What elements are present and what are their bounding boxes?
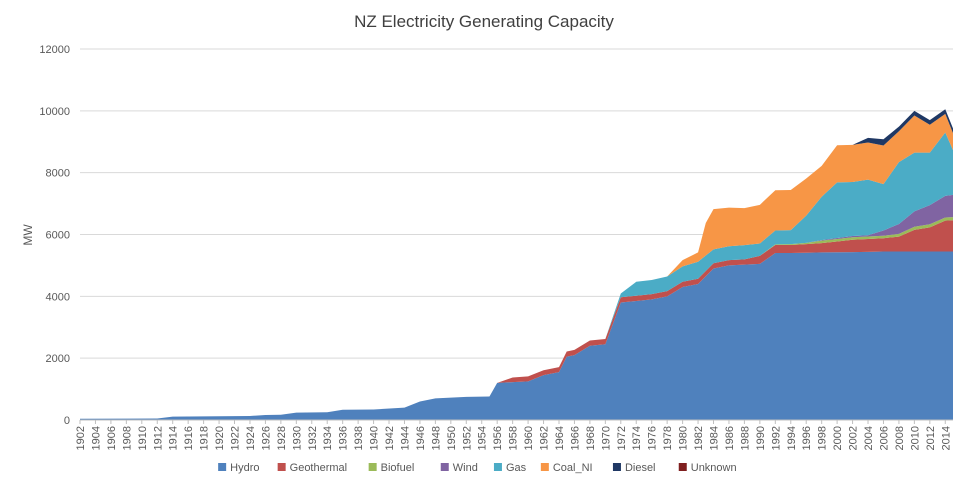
x-tick-label: 1902 (75, 426, 87, 450)
y-axis-title: MW (21, 224, 35, 246)
x-tick-label: 2012 (925, 426, 937, 450)
y-tick-label: 10000 (39, 106, 70, 118)
x-tick-label: 1932 (307, 426, 319, 450)
x-tick-label: 1966 (569, 426, 581, 450)
legend-swatch-biofuel (368, 463, 377, 471)
legend-label-biofuel: Biofuel (381, 462, 415, 474)
series-areas (80, 109, 953, 420)
x-tick-label: 1972 (616, 426, 628, 450)
x-tick-label: 1948 (430, 426, 442, 450)
legend-label-wind: Wind (453, 462, 478, 474)
area-series-coal-ni (80, 113, 953, 419)
x-tick-label: 2008 (894, 426, 906, 450)
x-tick-label: 1928 (276, 426, 288, 450)
area-series-diesel (80, 109, 953, 419)
x-tick-label: 2014 (940, 426, 952, 450)
x-tick-label: 2000 (832, 426, 844, 450)
x-tick-label: 1982 (693, 426, 705, 450)
x-tick-label: 1914 (168, 426, 180, 450)
x-tick-label: 1996 (801, 426, 813, 450)
legend-label-gas: Gas (506, 462, 527, 474)
x-tick-label: 1918 (199, 426, 211, 450)
x-tick-label: 1954 (477, 426, 489, 450)
x-tick-label: 1910 (137, 426, 149, 450)
x-tick-label: 1942 (384, 426, 396, 450)
x-tick-label: 2004 (863, 426, 875, 450)
legend-swatch-diesel (612, 463, 621, 471)
x-tick-label: 1980 (678, 426, 690, 450)
x-tick-label: 1998 (817, 426, 829, 450)
x-tick-label: 1904 (90, 426, 102, 450)
y-tick-label: 6000 (46, 230, 70, 242)
x-tick-label: 1970 (600, 426, 612, 450)
gridlines (80, 48, 953, 421)
x-tick-label: 1984 (709, 426, 721, 450)
x-tick-label: 1968 (585, 426, 597, 450)
x-tick-label: 2002 (848, 426, 860, 450)
legend-swatch-wind (440, 463, 449, 471)
x-tick-label: 1906 (106, 426, 118, 450)
legend-swatch-unknown (678, 463, 687, 471)
x-tick-label: 1952 (461, 426, 473, 450)
x-tick-label: 1990 (755, 426, 767, 450)
y-tick-label: 0 (64, 415, 70, 427)
x-tick-label: 1956 (492, 426, 504, 450)
x-tick-label: 1926 (260, 426, 272, 450)
legend-label-geothermal: Geothermal (290, 462, 347, 474)
legend-swatch-coal-ni (540, 463, 549, 471)
x-tick-label: 1944 (399, 426, 411, 450)
legend-swatch-gas (493, 463, 502, 471)
x-tick-label: 1960 (523, 426, 535, 450)
x-tick-label: 1938 (353, 426, 365, 450)
y-tick-label: 4000 (46, 291, 70, 303)
x-tick-label: 1916 (183, 426, 195, 450)
x-tick-label: 1962 (539, 426, 551, 450)
x-tick-label: 1912 (152, 426, 164, 450)
x-tick-label: 1920 (214, 426, 226, 450)
x-tick-label: 1924 (245, 426, 257, 450)
x-tick-label: 1964 (554, 426, 566, 450)
legend-swatch-hydro (218, 463, 227, 471)
x-tick-label: 1992 (770, 426, 782, 450)
legend-label-unknown: Unknown (691, 462, 737, 474)
x-tick-label: 1976 (647, 426, 659, 450)
x-tick-label: 1934 (322, 426, 334, 450)
legend-label-coal-ni: Coal_NI (553, 462, 593, 474)
x-tick-label: 1930 (291, 426, 303, 450)
x-tick-label: 1946 (415, 426, 427, 450)
x-tick-label: 1974 (631, 426, 643, 450)
area-series-geothermal (80, 220, 953, 419)
x-tick-label: 2006 (878, 426, 890, 450)
area-series-biofuel (80, 217, 953, 419)
x-tick-label: 1988 (739, 426, 751, 450)
legend-label-hydro: Hydro (230, 462, 259, 474)
x-tick-label: 1908 (121, 426, 133, 450)
x-tick-label: 1940 (369, 426, 381, 450)
y-tick-label: 2000 (46, 353, 70, 365)
x-tick-label: 1950 (446, 426, 458, 450)
x-tick-label: 1986 (724, 426, 736, 450)
legend-label-diesel: Diesel (625, 462, 656, 474)
legend: Hydro Geothermal Biofuel Wind Gas Coal_NI Dies… (218, 462, 737, 474)
x-tick-label: 1978 (662, 426, 674, 450)
x-tick-label: 1936 (338, 426, 350, 450)
area-series-hydro (80, 251, 953, 420)
chart-title: NZ Electricity Generating Capacity (354, 12, 614, 31)
x-tick-label: 2010 (909, 426, 921, 450)
x-tick-label: 1922 (230, 426, 242, 450)
x-tick-label: 1958 (508, 426, 520, 450)
y-tick-label: 8000 (46, 168, 70, 180)
y-tick-label: 12000 (39, 44, 70, 56)
x-tick-label: 1994 (786, 426, 798, 450)
legend-swatch-geothermal (277, 463, 286, 471)
